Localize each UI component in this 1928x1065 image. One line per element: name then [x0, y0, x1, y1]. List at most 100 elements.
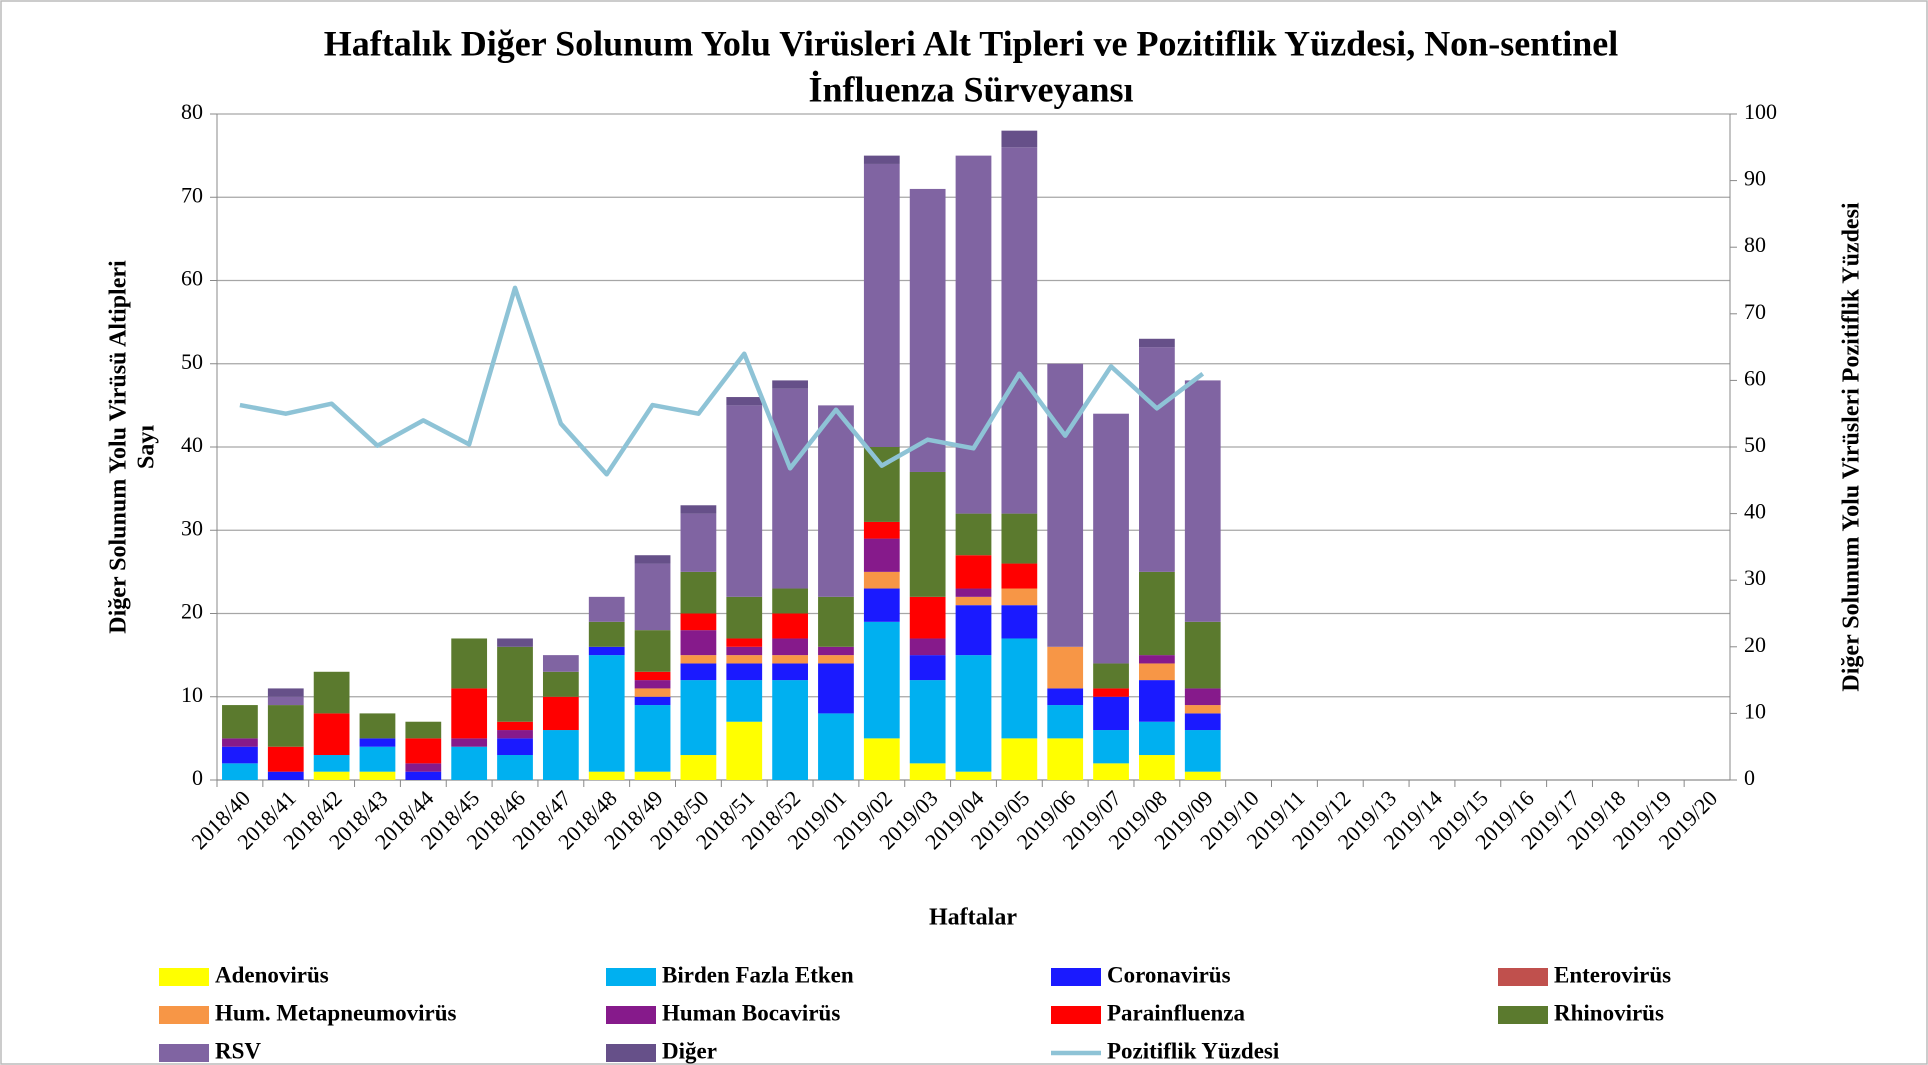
- legend-label: Pozitiflik Yüzdesi: [1107, 1038, 1280, 1063]
- bar-segment: [955, 655, 992, 772]
- bar-segment: [955, 155, 992, 514]
- bar-segment: [863, 738, 900, 780]
- bar-segment: [451, 746, 488, 780]
- bar-segment: [726, 721, 763, 780]
- bar-segment: [772, 638, 808, 656]
- legend-swatch: [159, 1006, 209, 1024]
- legend-swatch: [606, 968, 656, 986]
- bar-segment: [909, 188, 946, 472]
- legend-swatch: [1051, 1006, 1101, 1024]
- bar-segment: [222, 705, 258, 739]
- bar-segment: [1047, 738, 1084, 780]
- legend-swatch: [1051, 968, 1101, 986]
- bar-segment: [909, 638, 946, 656]
- legend-label: Adenovirüs: [215, 962, 329, 987]
- legend-label: Diğer: [662, 1038, 717, 1063]
- bar-segment: [772, 680, 808, 780]
- bar-segment: [313, 713, 350, 756]
- bar-segment: [680, 680, 717, 756]
- bar-segment: [1184, 705, 1221, 714]
- bar-segment: [772, 380, 808, 389]
- bar-segment: [1047, 705, 1084, 739]
- bar-segment: [1139, 655, 1175, 664]
- bar-segment: [863, 588, 900, 622]
- y-tick-label: 0: [192, 765, 203, 790]
- bar-segment: [588, 621, 625, 647]
- bar-segment: [818, 596, 854, 647]
- bar-segment: [1001, 563, 1038, 589]
- bar-segment: [1139, 721, 1175, 756]
- bar-segment: [588, 771, 625, 780]
- y-tick-label: 80: [181, 99, 203, 124]
- bar-segment: [1184, 688, 1221, 706]
- bar-segment: [359, 746, 396, 772]
- legend-label: Hum. Metapneumovirüs: [215, 1000, 457, 1025]
- y2-tick-label: 70: [1744, 299, 1766, 324]
- bar-segment: [863, 538, 900, 572]
- y2-tick-label: 10: [1744, 698, 1766, 723]
- y2-tick-label: 40: [1744, 499, 1766, 524]
- bar-segment: [909, 680, 946, 764]
- bar-segment: [1184, 730, 1221, 772]
- bar-segment: [1139, 571, 1175, 656]
- legend-swatch: [1498, 968, 1548, 986]
- legend-label: Parainfluenza: [1107, 1000, 1245, 1025]
- bar-segment: [1139, 663, 1175, 681]
- bar-segment: [1139, 347, 1175, 572]
- y-tick-label: 60: [181, 266, 203, 291]
- bar-segment: [1093, 663, 1129, 689]
- legend-label: RSV: [215, 1038, 261, 1063]
- bar-segment: [863, 621, 900, 739]
- bar-segment: [359, 771, 396, 780]
- bar-segment: [1093, 688, 1129, 697]
- bar-segment: [222, 738, 258, 747]
- bar-segment: [680, 663, 717, 681]
- bar-segment: [405, 738, 442, 764]
- bar-segment: [772, 655, 808, 664]
- bar-segment: [680, 630, 717, 656]
- bar-segment: [405, 771, 442, 780]
- y2-tick-label: 50: [1744, 432, 1766, 457]
- bar-segment: [1001, 638, 1038, 739]
- bar-segment: [1184, 713, 1221, 731]
- bar-segment: [726, 405, 763, 597]
- bar-segment: [726, 397, 763, 406]
- legend-label: Rhinovirüs: [1554, 1000, 1664, 1025]
- legend-label: Enterovirüs: [1554, 962, 1671, 987]
- bar-segment: [1093, 413, 1129, 664]
- chart-title: İnfluenza Sürveyansı: [808, 69, 1133, 109]
- bar-segment: [818, 655, 854, 664]
- y-tick-label: 70: [181, 182, 203, 207]
- bar-segment: [909, 655, 946, 681]
- legend-swatch: [159, 1044, 209, 1062]
- bar-segment: [955, 771, 992, 780]
- bar-segment: [313, 755, 350, 772]
- legend-label: Human Bocavirüs: [662, 1000, 840, 1025]
- legend-label: Birden Fazla Etken: [662, 962, 854, 987]
- bar-segment: [634, 563, 671, 631]
- bar-segment: [313, 671, 350, 714]
- bar-segment: [359, 713, 396, 739]
- legend-label: Coronavirüs: [1107, 962, 1231, 987]
- bar-segment: [1047, 646, 1084, 689]
- y-tick-label: 10: [181, 682, 203, 707]
- bar-segment: [1001, 588, 1038, 606]
- bar-segment: [497, 721, 533, 731]
- bar-segment: [1093, 763, 1129, 780]
- y-axis-label: Sayı: [134, 425, 160, 469]
- bar-segment: [680, 513, 717, 572]
- bar-segment: [955, 596, 992, 606]
- bar-segment: [772, 663, 808, 681]
- bar-segment: [726, 596, 763, 639]
- y-tick-label: 30: [181, 515, 203, 540]
- bar-segment: [1001, 605, 1038, 639]
- bar-segment: [451, 638, 488, 689]
- bar-segment: [955, 513, 992, 556]
- bar-segment: [726, 655, 763, 664]
- bar-segment: [1139, 338, 1175, 348]
- bar-segment: [726, 680, 763, 722]
- y2-tick-label: 0: [1744, 765, 1755, 790]
- bar-segment: [955, 555, 992, 589]
- bar-segment: [680, 613, 717, 631]
